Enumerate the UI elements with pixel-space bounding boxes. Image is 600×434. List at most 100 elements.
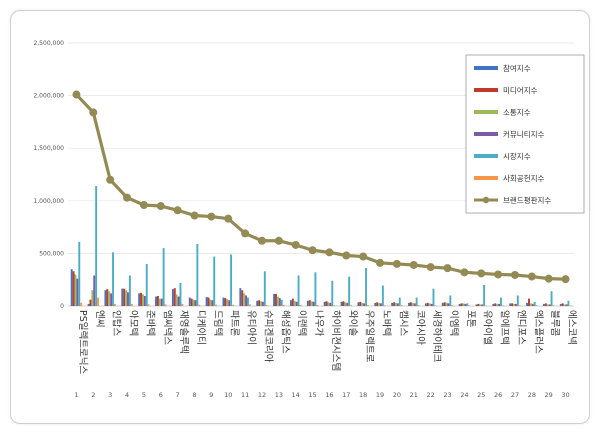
line-point: [207, 212, 216, 221]
bar: [306, 300, 309, 306]
bar: [261, 301, 264, 306]
bar: [297, 275, 300, 306]
category-number: 17: [342, 391, 350, 399]
bar: [348, 276, 351, 306]
category-label: 이엠텍: [448, 310, 460, 336]
bar: [559, 303, 562, 306]
bar: [327, 302, 330, 306]
bar: [331, 280, 334, 306]
bar: [340, 301, 343, 306]
line-point: [72, 90, 81, 99]
line-point: [190, 211, 199, 220]
category-number: 14: [292, 391, 300, 399]
category-label: 인탑스: [111, 310, 123, 336]
bar: [177, 296, 180, 306]
bar: [511, 303, 514, 306]
category-number: 5: [142, 391, 146, 399]
bar: [147, 304, 150, 306]
bar: [393, 302, 395, 306]
y-tick-label: 1,500,000: [33, 145, 64, 152]
bar: [243, 293, 246, 306]
category-number: 27: [511, 391, 519, 399]
bar: [121, 288, 124, 306]
line-point: [241, 229, 250, 238]
bar: [113, 303, 116, 306]
bar: [395, 302, 397, 306]
bar: [543, 303, 545, 306]
bar: [123, 288, 126, 306]
bar: [447, 303, 450, 306]
legend-swatch: [474, 176, 498, 180]
bar: [145, 263, 148, 306]
bar: [226, 299, 229, 306]
bar: [247, 297, 249, 306]
bar: [276, 296, 279, 306]
bar: [398, 297, 401, 306]
bar: [357, 302, 360, 306]
bar: [426, 302, 429, 306]
bar: [561, 303, 564, 306]
category-label: 아모텍: [128, 310, 139, 336]
bar: [501, 305, 504, 306]
bar: [241, 290, 244, 306]
category-number: 9: [209, 391, 213, 399]
bar: [155, 296, 157, 306]
bar: [428, 303, 431, 306]
bar: [381, 285, 384, 306]
x-axis-labels: PS일렉트로닉스 1 엔씨 2 인탑스 3 아모텍 4 준바텍 5 엠씨넥스 6 재영솔루텍 7 디케이티 8…: [74, 310, 577, 399]
line-point: [123, 193, 132, 202]
bar: [128, 275, 131, 306]
bar: [108, 291, 111, 306]
bars: [70, 186, 572, 306]
bar: [160, 298, 163, 306]
bar: [260, 301, 262, 306]
legend-swatch: [474, 154, 498, 158]
line-point: [544, 274, 553, 283]
bar: [481, 304, 484, 306]
bar: [228, 300, 231, 306]
bar: [70, 269, 73, 306]
bar: [142, 294, 144, 306]
bar: [408, 302, 410, 306]
bar: [248, 304, 251, 306]
category-label: 디케이티: [195, 310, 206, 345]
bar: [366, 305, 369, 306]
category-label: 유아이엘: [482, 310, 493, 345]
bar: [143, 296, 146, 306]
bar: [449, 295, 452, 306]
category-label: 캠시스: [397, 310, 409, 336]
category-number: 8: [192, 391, 196, 399]
legend-swatch: [474, 66, 498, 70]
bar: [342, 301, 345, 306]
line-point: [308, 246, 317, 255]
bar: [475, 304, 478, 306]
y-tick-label: 500,000: [39, 250, 64, 257]
bar: [224, 298, 227, 306]
category-label: 알에프텍: [499, 310, 510, 345]
line-point: [359, 252, 368, 261]
line-point: [477, 269, 486, 278]
bar: [78, 241, 81, 306]
bar: [376, 302, 379, 306]
bar: [567, 300, 570, 306]
bar: [546, 304, 549, 306]
bar: [374, 302, 377, 306]
line-point: [139, 201, 148, 210]
bar: [526, 302, 529, 306]
bar: [529, 303, 532, 306]
bar: [460, 303, 463, 306]
bar: [458, 303, 461, 306]
bar: [162, 248, 165, 306]
bar: [316, 304, 319, 306]
line-point: [527, 272, 536, 281]
bar: [207, 297, 210, 306]
bar: [485, 305, 487, 306]
bar: [278, 298, 281, 306]
bar: [400, 305, 403, 306]
category-number: 29: [545, 391, 553, 399]
category-number: 28: [528, 391, 536, 399]
bar: [329, 302, 332, 306]
category-number: 19: [376, 391, 384, 399]
category-number: 10: [224, 391, 232, 399]
